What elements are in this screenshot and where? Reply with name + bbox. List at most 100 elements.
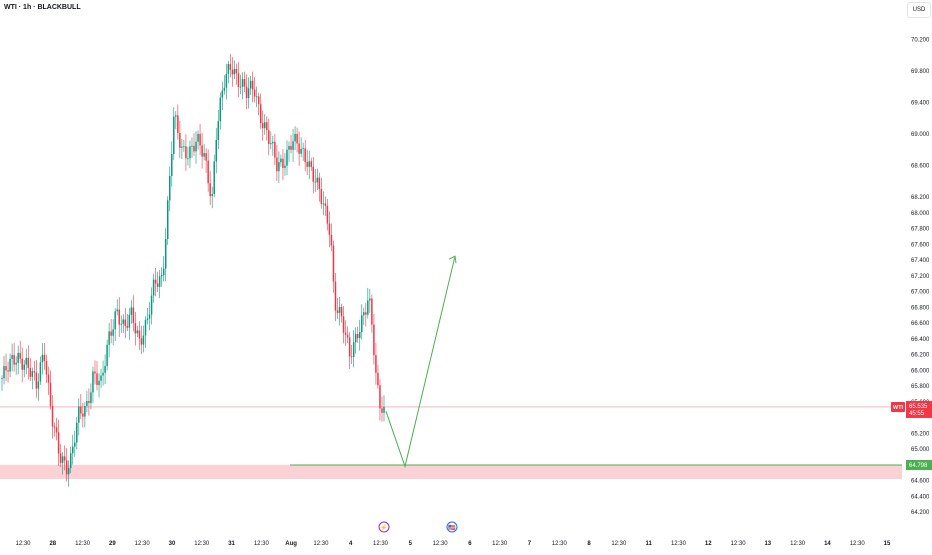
candle-body — [53, 426, 56, 428]
candle-body — [354, 333, 357, 343]
candle-body — [231, 69, 234, 75]
candle-body — [13, 355, 15, 365]
price-tick-label: 66.600 — [911, 321, 930, 327]
time-tick-label: 12:30 — [373, 541, 389, 547]
price-tick-label: 69.400 — [911, 101, 930, 107]
candle-body — [41, 354, 44, 363]
candle-body — [154, 279, 157, 284]
candle-body — [326, 205, 329, 224]
candle-body — [342, 316, 345, 333]
candle-body — [233, 69, 236, 75]
candle-body — [92, 371, 94, 393]
candle-body — [350, 356, 353, 358]
price-tick-label: 68.200 — [911, 195, 930, 201]
candle-body — [179, 133, 181, 148]
candle-body — [247, 88, 250, 98]
candle-body — [189, 146, 191, 159]
candle-body — [160, 275, 163, 277]
event-marker-label: 🇺🇸 — [448, 524, 456, 532]
time-tick-label: 8 — [587, 541, 591, 547]
time-tick-label: 12:30 — [790, 541, 806, 547]
price-tick-label: 65.000 — [911, 447, 930, 453]
time-tick-label: 12:30 — [433, 541, 449, 547]
candle-body — [274, 141, 276, 158]
time-tick-label: 6 — [468, 541, 472, 547]
candle-body — [336, 310, 339, 313]
candle-body — [69, 453, 72, 469]
time-tick-label: 31 — [228, 541, 235, 547]
candle-body — [29, 367, 32, 377]
time-tick-label: 7 — [528, 541, 532, 547]
price-tick-label: 66.400 — [911, 337, 930, 343]
candle-body — [379, 385, 381, 409]
candle-body — [86, 401, 88, 406]
candle-body — [9, 358, 11, 372]
candle-body — [148, 314, 151, 319]
time-tick-label: Aug — [285, 541, 297, 547]
candle-body — [17, 352, 19, 363]
candle-body — [280, 158, 282, 163]
candle-body — [215, 139, 217, 162]
candle-body — [288, 145, 290, 150]
current-price-label — [906, 400, 932, 418]
candle-body — [76, 422, 78, 443]
candle-body — [142, 335, 145, 345]
symbol-tag-label: WTI — [893, 405, 904, 411]
candle-body — [373, 324, 375, 356]
event-marker-icon — [378, 521, 390, 533]
candle-body — [205, 153, 207, 161]
candle-body — [11, 355, 13, 359]
time-tick-label: 12:30 — [850, 541, 866, 547]
current-price-value: 65.535 — [909, 404, 928, 410]
candle-body — [239, 86, 242, 88]
candle-body — [225, 73, 228, 88]
candle-body — [369, 298, 371, 301]
candle-body — [114, 311, 116, 330]
candle-body — [314, 181, 317, 183]
candle-body — [94, 371, 96, 374]
candle-body — [253, 89, 256, 97]
candle-body — [334, 281, 337, 311]
price-tick-label: 67.200 — [911, 274, 930, 280]
candle-body — [5, 366, 7, 371]
candle-body — [74, 442, 76, 447]
candle-body — [65, 460, 68, 475]
candle-body — [102, 372, 104, 376]
candle-body — [324, 203, 327, 206]
candle-body — [235, 69, 238, 74]
candle-body — [132, 307, 135, 324]
candle-body — [90, 392, 92, 404]
candle-body — [375, 355, 377, 373]
candle-body — [338, 307, 341, 313]
candle-body — [302, 148, 304, 150]
time-tick-label: 12:30 — [313, 541, 329, 547]
candle-body — [352, 342, 355, 358]
candle-body — [19, 352, 21, 359]
candle-body — [340, 307, 343, 317]
price-tick-label: 64.200 — [911, 510, 930, 516]
candle-body — [134, 323, 137, 334]
candle-body — [300, 148, 302, 154]
candle-body — [245, 86, 248, 98]
currency-button[interactable]: USD — [907, 2, 931, 18]
candle-body — [304, 148, 306, 163]
candle-body — [25, 357, 28, 365]
time-tick-label: 30 — [169, 541, 176, 547]
price-tick-label: 66.000 — [911, 368, 930, 374]
time-tick-label: 12:30 — [492, 541, 508, 547]
candle-body — [122, 319, 125, 324]
candle-body — [171, 154, 173, 176]
support-zone — [0, 464, 902, 479]
symbol-tag — [891, 401, 905, 412]
candle-body — [383, 406, 385, 413]
event-marker-label: ⚡ — [380, 524, 387, 532]
price-tick-label: 68.600 — [911, 164, 930, 170]
candle-body — [128, 314, 131, 328]
candle-body — [264, 122, 266, 129]
price-tick-label: 67.600 — [911, 242, 930, 248]
candle-body — [358, 332, 361, 339]
candle-body — [82, 413, 84, 417]
candle-body — [318, 177, 321, 190]
